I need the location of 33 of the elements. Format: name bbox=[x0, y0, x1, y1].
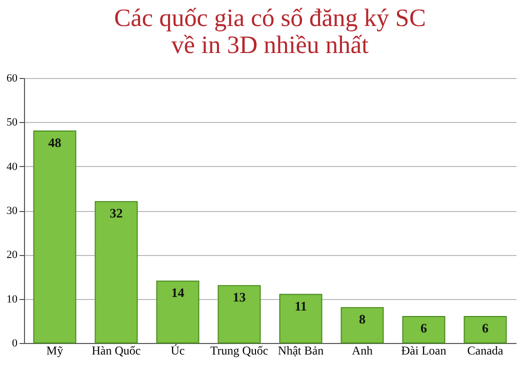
text: về in 3D nhiều nhất bbox=[171, 32, 369, 59]
y-tick-label: 50 bbox=[6, 116, 18, 129]
x-tick-label: Nhật Bản bbox=[278, 344, 324, 358]
y-tick-label: 10 bbox=[6, 293, 18, 306]
bar bbox=[218, 285, 261, 344]
bar bbox=[33, 130, 76, 344]
data-label: 13 bbox=[232, 290, 246, 305]
data-label: 32 bbox=[110, 206, 123, 221]
y-tick-label: 60 bbox=[6, 72, 18, 84]
bar bbox=[402, 316, 446, 344]
bar bbox=[340, 307, 384, 344]
y-tick-label: 40 bbox=[6, 160, 18, 173]
data-label: 6 bbox=[482, 320, 489, 336]
x-tick-label: Úc bbox=[170, 344, 185, 358]
x-tick-label: Mỹ bbox=[46, 344, 64, 358]
text: Các quốc gia có số đăng ký SC bbox=[114, 5, 426, 32]
data-label: 14 bbox=[171, 285, 185, 300]
bar bbox=[94, 201, 138, 344]
x-tick-label: Anh bbox=[352, 344, 373, 358]
bar bbox=[464, 316, 507, 344]
x-tick-label: Canada bbox=[467, 344, 504, 358]
data-label: 48 bbox=[48, 135, 62, 150]
x-tick-label: Đài Loan bbox=[401, 344, 446, 358]
x-tick-label: Hàn Quốc bbox=[92, 344, 141, 358]
y-tick-label: 0 bbox=[12, 338, 18, 350]
y-tick-label: 20 bbox=[6, 249, 18, 262]
data-label: 11 bbox=[294, 298, 307, 314]
x-tick-label: Trung Quốc bbox=[210, 344, 268, 358]
y-tick-label: 30 bbox=[6, 205, 18, 217]
bar bbox=[279, 294, 322, 344]
data-label: 8 bbox=[359, 312, 366, 327]
bar bbox=[156, 280, 200, 344]
data-label: 6 bbox=[420, 320, 428, 336]
